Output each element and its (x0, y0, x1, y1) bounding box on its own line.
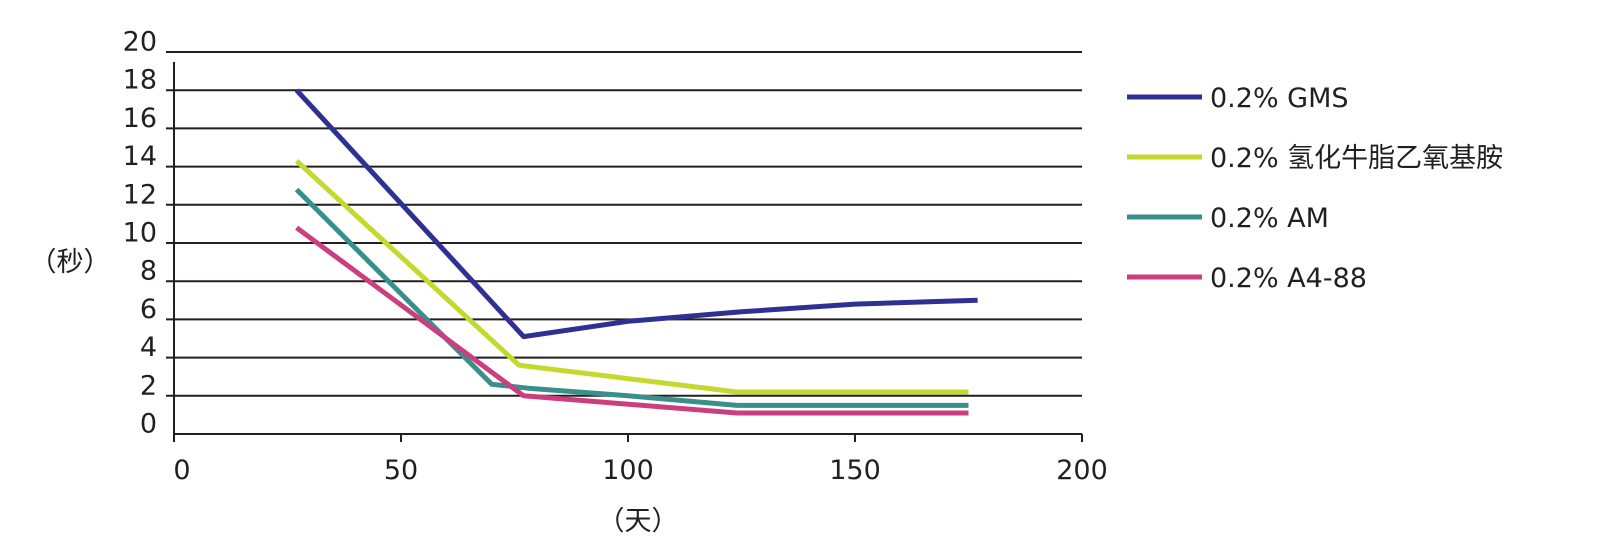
legend-label: 0.2% 氢化牛脂乙氧基胺 (1210, 143, 1503, 174)
x-tick-label: 100 (602, 455, 654, 486)
y-tick-label: 8 (140, 256, 157, 287)
y-tick-label: 20 (123, 27, 157, 58)
y-tick-label: 4 (140, 332, 157, 363)
y-tick-label: 14 (123, 141, 157, 172)
x-tick-label: 50 (384, 455, 418, 486)
y-tick-label: 16 (123, 103, 157, 134)
legend: 0.2% GMS 0.2% 氢化牛脂乙氧基胺 0.2% AM 0.2% A4-88 (1127, 83, 1503, 294)
y-tick-label: 12 (123, 179, 157, 210)
series-line (294, 159, 969, 395)
gridlines (166, 51, 1082, 397)
series-line (294, 187, 969, 408)
series-line (294, 88, 978, 340)
y-tick-label: 2 (140, 370, 157, 401)
series-lines (294, 88, 978, 416)
axes (173, 62, 1083, 442)
series-line (295, 225, 969, 416)
legend-label: 0.2% GMS (1210, 83, 1349, 114)
y-axis-title: （秒） (30, 247, 111, 278)
y-tick-label: 6 (140, 294, 157, 325)
legend-label: 0.2% A4-88 (1210, 263, 1367, 294)
y-tick-label: 0 (140, 409, 157, 440)
x-tick-label: 200 (1056, 455, 1108, 486)
x-tick-label: 150 (829, 455, 881, 486)
legend-label: 0.2% AM (1210, 203, 1329, 234)
x-tick-label: 0 (173, 455, 190, 486)
x-axis-title: （天） (598, 506, 679, 537)
tick-labels: 0 50 100 150 200 0 2 4 6 8 10 12 14 16 18 20 (123, 27, 1108, 487)
y-tick-label: 18 (123, 65, 157, 96)
y-tick-label: 10 (123, 218, 157, 249)
